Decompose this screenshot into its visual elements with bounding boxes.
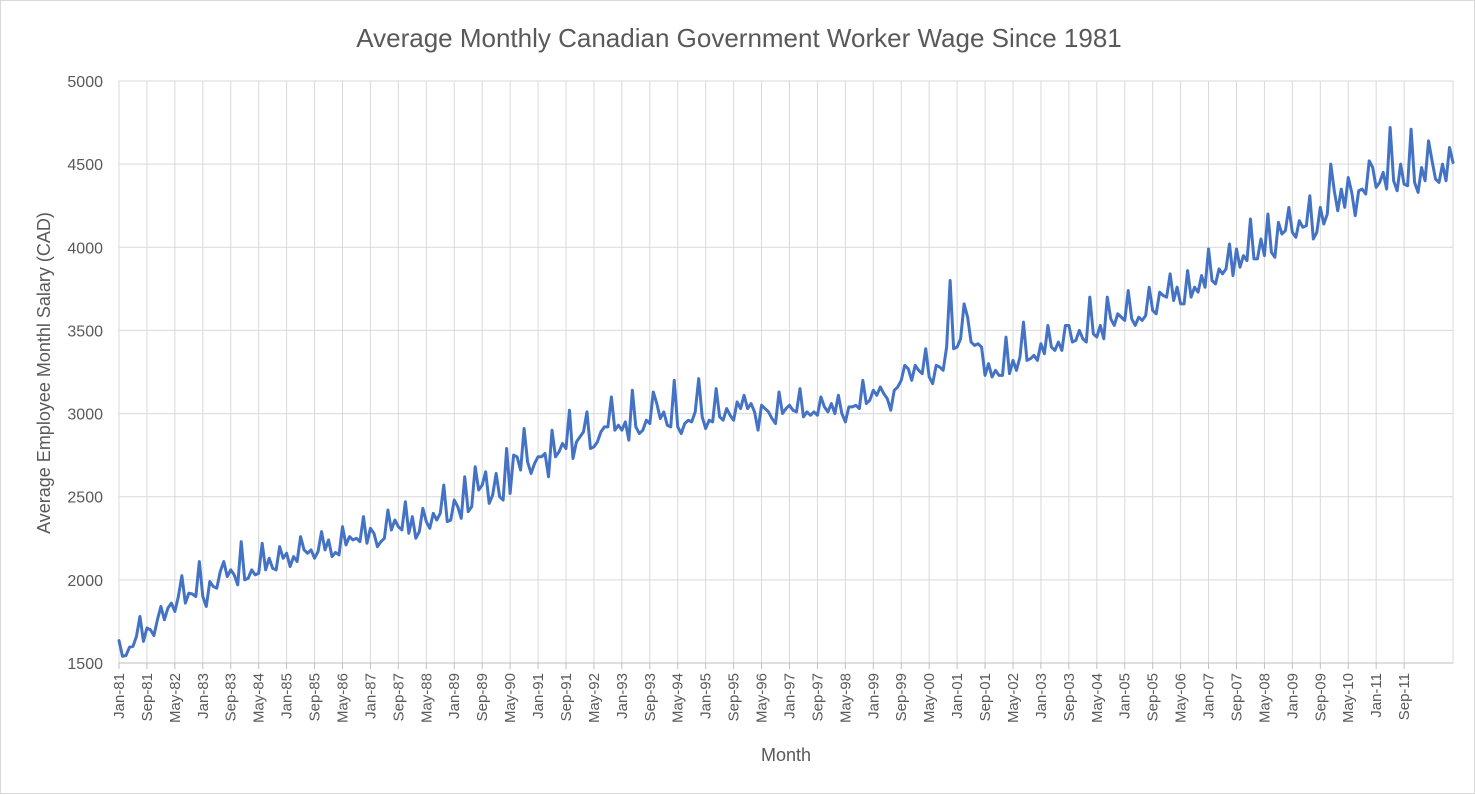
- x-tick-label: Sep-83: [223, 673, 240, 721]
- x-tick-label: Sep-11: [1396, 673, 1413, 720]
- series-line-wage: [117, 126, 1455, 658]
- x-tick-label: Sep-87: [390, 673, 407, 721]
- x-tick-label: Sep-91: [558, 673, 575, 721]
- x-tick-label: Jan-89: [446, 673, 463, 719]
- chart-title: Average Monthly Canadian Government Work…: [356, 23, 1122, 53]
- x-tick-label: Jan-93: [614, 673, 631, 719]
- x-tick-label: May-84: [251, 673, 268, 723]
- x-tick-label: Jan-09: [1284, 673, 1301, 719]
- x-tick-label: Sep-95: [726, 673, 743, 721]
- x-tick-label: May-98: [837, 673, 854, 723]
- x-axis-label: Month: [761, 745, 811, 765]
- x-tick-label: May-86: [334, 673, 351, 723]
- x-tick-label: May-88: [418, 673, 435, 723]
- y-tick-label: 3000: [67, 407, 103, 424]
- y-tick-label: 1500: [67, 656, 103, 673]
- x-tick-label: Jan-01: [949, 673, 966, 719]
- x-tick-label: May-96: [754, 673, 771, 723]
- x-tick-label: Sep-89: [474, 673, 491, 721]
- x-tick-label: Jan-05: [1117, 673, 1134, 719]
- x-tick-label: May-04: [1089, 673, 1106, 723]
- y-tick-label: 3500: [67, 323, 103, 340]
- y-axis-label: Average Employee Monthl Salary (CAD): [34, 212, 54, 534]
- x-tick-label: May-08: [1256, 673, 1273, 723]
- x-tick-label: Sep-85: [307, 673, 324, 721]
- horizontal-gridlines: [119, 80, 1453, 581]
- x-tick-label: Sep-07: [1228, 673, 1245, 721]
- y-axis-ticks: 1500 2000 2500 3000 3500 4000 4500 5000: [67, 74, 103, 673]
- x-tick-label: Sep-03: [1061, 673, 1078, 721]
- y-tick-label: 5000: [67, 74, 103, 91]
- x-tick-label: Jan-99: [865, 673, 882, 719]
- x-tick-label: Sep-97: [809, 673, 826, 721]
- x-tick-label: Jan-07: [1201, 673, 1218, 719]
- vertical-gridlines: [118, 81, 1454, 663]
- x-tick-label: Sep-99: [893, 673, 910, 721]
- x-tick-label: Sep-05: [1145, 673, 1162, 721]
- y-tick-label: 4500: [67, 157, 103, 174]
- x-tick-label: Sep-01: [977, 673, 994, 721]
- x-tick-label: Jan-11: [1368, 673, 1385, 718]
- x-tick-label: Jan-81: [111, 673, 128, 719]
- y-tick-label: 2500: [67, 490, 103, 507]
- x-tick-label: May-92: [586, 673, 603, 723]
- x-tick-label: May-06: [1173, 673, 1190, 723]
- x-tick-label: Jan-03: [1033, 673, 1050, 719]
- x-tick-label: May-94: [670, 673, 687, 723]
- x-tick-label: Jan-87: [362, 673, 379, 719]
- x-tick-label: May-82: [167, 673, 184, 723]
- x-tick-label: May-10: [1340, 673, 1357, 723]
- x-tick-label: Jan-85: [279, 673, 296, 719]
- y-tick-label: 4000: [67, 240, 103, 257]
- y-tick-label: 2000: [67, 573, 103, 590]
- x-tick-label: Jan-97: [781, 673, 798, 719]
- x-tick-label: Sep-93: [642, 673, 659, 721]
- x-tick-label: Jan-91: [530, 673, 547, 719]
- x-axis-ticks: Jan-81 Sep-81 May-82 Jan-83 Sep-83 May-84 Jan-…: [111, 663, 1413, 723]
- x-tick-label: Sep-81: [139, 673, 156, 721]
- x-tick-label: Jan-83: [195, 673, 212, 719]
- x-tick-label: Sep-09: [1312, 673, 1329, 721]
- x-tick-label: May-90: [502, 673, 519, 723]
- x-tick-label: Jan-95: [698, 673, 715, 719]
- x-tick-label: May-02: [1005, 673, 1022, 723]
- x-tick-label: May-00: [921, 673, 938, 723]
